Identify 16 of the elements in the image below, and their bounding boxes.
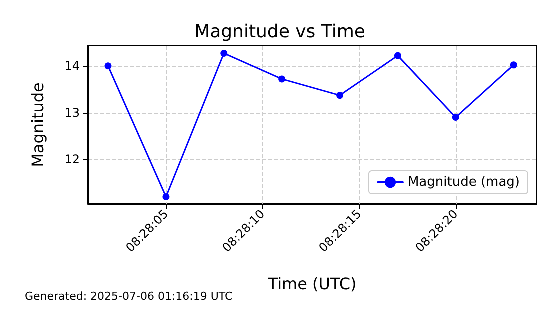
- y-tick-label: 12: [64, 152, 80, 167]
- point: [104, 62, 112, 70]
- point: [278, 76, 286, 83]
- y-tick-label: 14: [64, 59, 80, 74]
- point: [162, 193, 170, 200]
- point: [336, 92, 344, 100]
- y-tick-label: 13: [64, 106, 80, 120]
- point: [452, 114, 460, 122]
- legend-label: Magnitude (mag): [408, 175, 520, 190]
- point: [510, 62, 518, 69]
- x-axis-title: Time (UTC): [267, 274, 357, 294]
- point: [220, 50, 228, 57]
- chart-title: Magnitude vs Time: [194, 22, 366, 42]
- text: Generated: 2025-07-06 01:16:19 UTC: [25, 290, 234, 303]
- point: [394, 52, 402, 60]
- y-axis-title: Magnitude: [28, 82, 48, 168]
